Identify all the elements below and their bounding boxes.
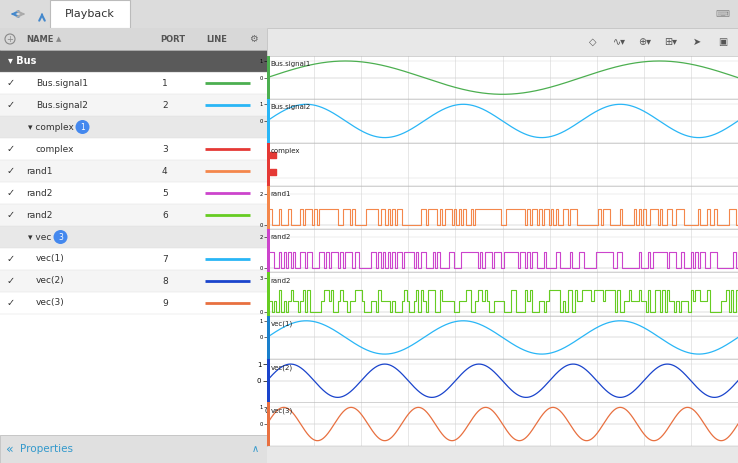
Text: ◇: ◇	[589, 37, 597, 47]
Text: Bus.signal1: Bus.signal1	[271, 61, 311, 67]
Point	[266, 151, 278, 158]
Bar	[267, 99, 270, 143]
Text: 6: 6	[162, 211, 168, 219]
Text: 4: 4	[162, 167, 168, 175]
Text: ✓: ✓	[7, 254, 15, 264]
Text: ▾ complex: ▾ complex	[28, 123, 74, 131]
Text: 3: 3	[58, 232, 63, 242]
Text: Playback: Playback	[65, 9, 115, 19]
Text: ⊕▾: ⊕▾	[638, 37, 652, 47]
Bar	[267, 186, 270, 229]
Text: vec(1): vec(1)	[271, 321, 293, 327]
Text: ⊞▾: ⊞▾	[664, 37, 677, 47]
Bar	[0, 248, 267, 270]
Text: vec(2): vec(2)	[36, 276, 65, 286]
Text: ✓: ✓	[7, 210, 15, 220]
Text: rand2: rand2	[271, 278, 292, 284]
Text: ∿▾: ∿▾	[613, 37, 626, 47]
Text: LINE: LINE	[206, 35, 227, 44]
Text: 8: 8	[162, 276, 168, 286]
Text: Bus.signal1: Bus.signal1	[36, 79, 88, 88]
Bar	[0, 28, 267, 50]
Text: 3: 3	[162, 144, 168, 154]
Text: Properties: Properties	[20, 444, 73, 454]
Text: ✓: ✓	[7, 166, 15, 176]
Text: rand2: rand2	[26, 188, 52, 198]
Text: NAME: NAME	[26, 35, 53, 44]
Text: ⚙: ⚙	[249, 34, 258, 44]
Text: rand1: rand1	[26, 167, 52, 175]
Bar	[0, 314, 267, 435]
Text: rand1: rand1	[271, 191, 292, 197]
Text: ✓: ✓	[7, 276, 15, 286]
Bar	[0, 116, 267, 138]
Text: 9: 9	[162, 299, 168, 307]
Text: ⌨: ⌨	[716, 9, 730, 19]
Text: Bus.signal2: Bus.signal2	[271, 105, 311, 111]
Text: «: «	[6, 443, 13, 456]
Text: vec(3): vec(3)	[36, 299, 65, 307]
Text: ✓: ✓	[7, 100, 15, 110]
Bar	[267, 359, 270, 402]
Text: ✓: ✓	[7, 78, 15, 88]
Text: vec(1): vec(1)	[36, 255, 65, 263]
Text: complex: complex	[271, 148, 300, 154]
Text: Bus.signal2: Bus.signal2	[36, 100, 88, 110]
Text: ▣: ▣	[718, 37, 728, 47]
Text: ▾ vec: ▾ vec	[28, 232, 52, 242]
Circle shape	[75, 120, 89, 134]
Bar	[0, 160, 267, 182]
Text: ➤: ➤	[693, 37, 701, 47]
Text: 7: 7	[162, 255, 168, 263]
Bar	[0, 226, 267, 248]
Bar	[50, 0, 130, 28]
Text: rand2: rand2	[271, 234, 292, 240]
Text: 2: 2	[162, 100, 168, 110]
Bar	[0, 138, 267, 160]
Text: complex: complex	[36, 144, 75, 154]
Text: ✓: ✓	[7, 298, 15, 308]
Bar	[0, 50, 267, 72]
Bar	[0, 292, 267, 314]
Bar	[0, 270, 267, 292]
Text: ✓: ✓	[7, 144, 15, 154]
Point	[266, 169, 278, 176]
Bar	[0, 182, 267, 204]
Text: PORT: PORT	[160, 35, 185, 44]
Text: ✓: ✓	[7, 188, 15, 198]
Bar	[0, 204, 267, 226]
Bar	[267, 273, 270, 316]
Text: rand2: rand2	[26, 211, 52, 219]
Text: 1: 1	[80, 123, 85, 131]
Text: ▲: ▲	[56, 36, 61, 42]
Bar	[267, 143, 270, 186]
Bar	[0, 94, 267, 116]
Text: +: +	[7, 35, 13, 44]
Text: ▾ Bus: ▾ Bus	[8, 56, 36, 66]
Text: 5: 5	[162, 188, 168, 198]
Bar	[267, 402, 270, 446]
Text: 1: 1	[162, 79, 168, 88]
Text: ∧: ∧	[252, 444, 259, 454]
Bar	[267, 229, 270, 273]
Circle shape	[53, 230, 67, 244]
Text: vec(2): vec(2)	[271, 364, 293, 371]
Bar	[267, 316, 270, 359]
Bar	[267, 56, 270, 99]
Bar	[0, 72, 267, 94]
Text: vec(3): vec(3)	[271, 407, 293, 414]
